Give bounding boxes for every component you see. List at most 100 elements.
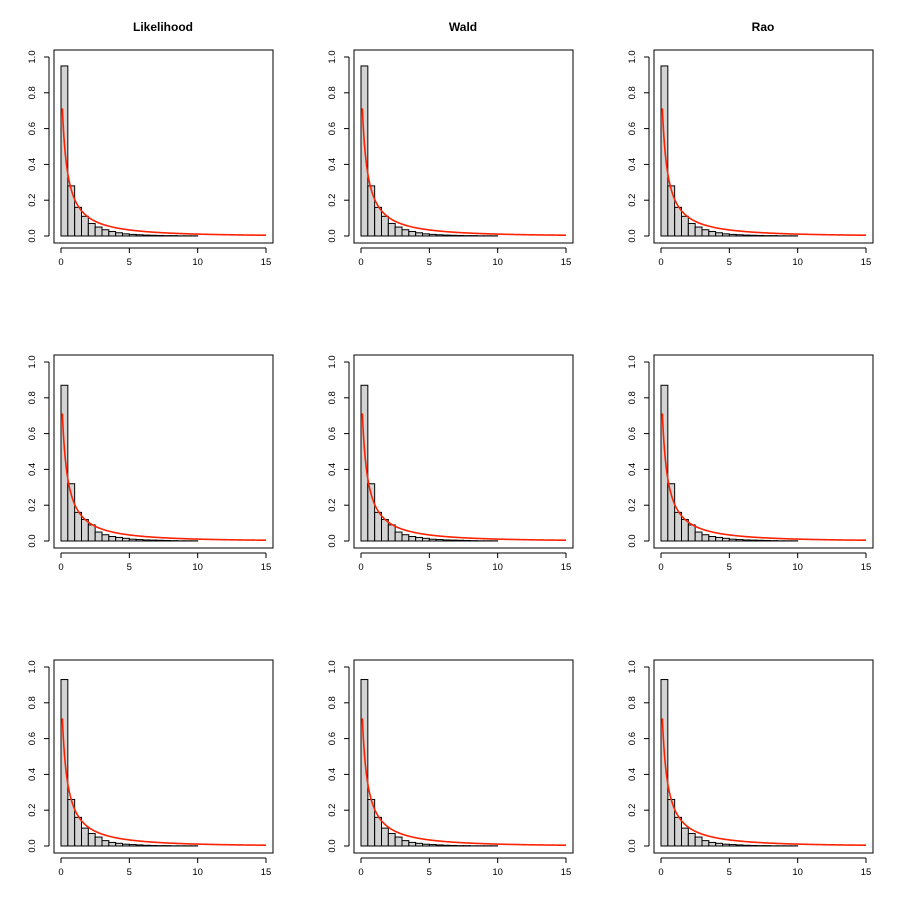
- histogram-bar: [87, 832, 96, 847]
- x-tick-label: 5: [427, 867, 432, 878]
- x-tick-label: 10: [492, 257, 503, 268]
- panel-4: 0 5 10 15 0.0 0.2 0.4 0.6 0.8 1.0: [27, 354, 274, 573]
- y-tick-label: 0.8: [327, 696, 338, 709]
- histogram-bar: [101, 534, 110, 542]
- histogram-bar: [428, 538, 437, 542]
- histogram-bar: [756, 234, 764, 237]
- histogram-bar: [708, 231, 717, 237]
- density-curve: [661, 108, 867, 237]
- histogram-bar: [87, 222, 96, 237]
- plot-frame: [353, 659, 574, 854]
- histogram-bar: [449, 539, 458, 542]
- histogram-bar: [374, 511, 383, 542]
- histogram-bar: [435, 844, 444, 847]
- histogram-bar: [667, 185, 676, 237]
- histogram-bar: [415, 536, 424, 542]
- histogram-bar: [122, 843, 130, 847]
- y-tick-label: 0.2: [627, 194, 638, 207]
- histogram-bar: [381, 519, 389, 542]
- y-tick-label: 0.8: [27, 86, 38, 99]
- histogram-bar: [149, 539, 158, 542]
- histogram-bar: [101, 229, 110, 237]
- y-tick-label: 0.2: [327, 194, 338, 207]
- histogram-bar: [108, 841, 117, 847]
- histogram-bar: [681, 215, 689, 237]
- x-tick-label: 0: [358, 562, 363, 573]
- y-tick-label: 0.8: [627, 696, 638, 709]
- x-tick-label: 15: [561, 257, 572, 268]
- panel-8: 0 5 10 15 0.0 0.2 0.4 0.6 0.8 1.0: [327, 659, 574, 878]
- y-tick-label: 0.6: [27, 122, 38, 135]
- histogram-bar: [687, 832, 696, 847]
- histogram-bar: [401, 229, 410, 237]
- y-tick-label: 0.6: [627, 122, 638, 135]
- histogram-bar: [763, 539, 771, 542]
- histogram-bar: [456, 234, 465, 237]
- histogram-bar: [122, 537, 130, 542]
- histogram-bar: [142, 234, 151, 237]
- y-tick-label: 0.2: [327, 499, 338, 512]
- histogram-bar: [374, 206, 383, 237]
- x-tick-label: 10: [492, 867, 503, 878]
- histogram-bar: [408, 536, 417, 542]
- histogram-bar: [681, 827, 689, 847]
- histogram-bar: [67, 185, 76, 237]
- histogram-bar: [749, 844, 758, 847]
- histogram-bar: [142, 539, 151, 542]
- histogram-bar: [449, 234, 458, 237]
- density-curve: [61, 413, 267, 542]
- panels-layer: 0 5 10 15 0.0 0.2 0.4 0.6 0.8 1.0 0 5 10 15 0.0 0.2 0.4 0…: [27, 49, 874, 878]
- histogram-bar: [435, 539, 444, 542]
- histogram-bar: [94, 836, 103, 847]
- histogram-bar: [422, 537, 430, 542]
- histogram-bar: [387, 524, 396, 542]
- y-tick-label: 0.4: [27, 158, 38, 171]
- histogram-bar: [715, 232, 723, 237]
- histogram-bar: [722, 537, 730, 542]
- x-tick-label: 5: [127, 562, 132, 573]
- y-tick-label: 0.0: [27, 229, 38, 242]
- histogram-bar: [428, 233, 437, 237]
- panel-9: 0 5 10 15 0.0 0.2 0.4 0.6 0.8 1.0: [627, 659, 874, 878]
- plot-frame: [53, 49, 274, 244]
- histogram-bar: [735, 234, 744, 237]
- plot-frame: [353, 354, 574, 549]
- histogram-bar: [394, 226, 403, 237]
- histogram-bar: [442, 539, 451, 542]
- x-tick-label: 15: [261, 257, 272, 268]
- histogram-bar: [687, 222, 696, 237]
- density-curve: [361, 108, 567, 237]
- plot-frame: [653, 49, 874, 244]
- x-tick-label: 0: [658, 257, 663, 268]
- x-tick-label: 10: [192, 867, 203, 878]
- y-tick-label: 0.4: [327, 768, 338, 781]
- y-tick-label: 0.0: [27, 839, 38, 852]
- x-tick-label: 10: [792, 257, 803, 268]
- histogram-bar: [128, 233, 137, 237]
- y-tick-label: 1.0: [27, 660, 38, 673]
- histogram-bar: [701, 534, 710, 542]
- histogram-bar: [128, 538, 137, 542]
- histogram-bar: [694, 226, 703, 237]
- y-tick-label: 0.6: [27, 427, 38, 440]
- x-tick-label: 0: [358, 257, 363, 268]
- histogram-bar: [81, 215, 89, 237]
- histogram-bar: [156, 539, 164, 542]
- histogram-bar: [122, 233, 130, 237]
- x-tick-label: 0: [58, 562, 63, 573]
- y-tick-label: 0.6: [627, 732, 638, 745]
- histogram-bar: [74, 816, 82, 847]
- histogram-bar: [728, 538, 737, 542]
- x-tick-label: 15: [861, 257, 872, 268]
- y-tick-label: 0.2: [327, 804, 338, 817]
- histogram-bar: [715, 842, 723, 847]
- plot-frame: [53, 659, 274, 854]
- histogram-bar: [81, 827, 89, 847]
- density-curve: [361, 413, 567, 542]
- x-tick-label: 5: [727, 562, 732, 573]
- x-tick-label: 0: [658, 867, 663, 878]
- y-tick-label: 1.0: [327, 355, 338, 368]
- y-tick-label: 1.0: [27, 355, 38, 368]
- x-tick-label: 15: [561, 562, 572, 573]
- y-tick-label: 0.0: [27, 534, 38, 547]
